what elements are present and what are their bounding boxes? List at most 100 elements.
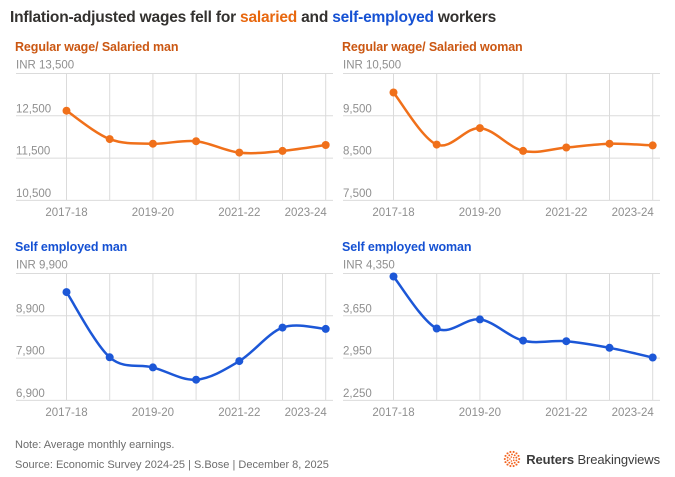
y-tick-label: 12,500 bbox=[16, 103, 51, 115]
source-text: Source: Economic Survey 2024-25 | S.Bose… bbox=[15, 459, 329, 471]
y-tick-label: 7,900 bbox=[16, 346, 45, 358]
logo-dot bbox=[508, 454, 511, 457]
data-point-marker bbox=[475, 315, 484, 324]
logo-dot bbox=[517, 461, 520, 464]
data-point-marker bbox=[321, 324, 330, 333]
data-point-marker bbox=[148, 139, 157, 148]
logo-suffix: Breakingviews bbox=[577, 451, 660, 467]
charts-grid: Regular wage/ Salaried man INR 13,500 12,… bbox=[0, 40, 675, 425]
y-tick-label: 7,500 bbox=[343, 188, 372, 200]
data-point-marker bbox=[278, 323, 287, 332]
data-point-marker bbox=[235, 357, 244, 366]
data-point-marker bbox=[605, 343, 614, 352]
logo-dot bbox=[515, 459, 518, 462]
x-tick-label: 2021-22 bbox=[218, 407, 260, 419]
x-tick-label: 2017-18 bbox=[45, 207, 87, 219]
data-point-marker bbox=[235, 148, 244, 157]
note-text: Note: Average monthly earnings. bbox=[15, 439, 175, 451]
data-point-marker bbox=[105, 353, 114, 362]
logo-dot bbox=[512, 450, 515, 454]
x-tick-label: 2017-18 bbox=[45, 407, 87, 419]
logo-dot bbox=[511, 462, 514, 465]
chart-title-self-employed-woman: Self employed woman bbox=[342, 240, 472, 254]
data-point-marker bbox=[148, 363, 157, 372]
y-tick-label: 2,950 bbox=[343, 346, 372, 358]
axis-unit-label: INR 13,500 bbox=[16, 60, 74, 72]
data-point-marker bbox=[562, 143, 571, 152]
x-tick-label: 2017-18 bbox=[372, 407, 414, 419]
data-point-marker bbox=[648, 353, 657, 362]
axis-unit-label: INR 9,900 bbox=[16, 260, 68, 272]
logo-dot bbox=[504, 457, 507, 461]
salaried-man-line-chart: INR 13,500 12,500 11,500 10,500 2017-18 2019-… bbox=[16, 60, 333, 219]
logo-dot bbox=[512, 464, 515, 468]
chart-self-employed-man: Self employed man INR 9,900 8,900 7,900 6,9… bbox=[15, 240, 335, 425]
x-tick-label: 2021-22 bbox=[218, 207, 260, 219]
axis-unit-label: INR 4,350 bbox=[343, 260, 395, 272]
logo-dot bbox=[509, 458, 511, 460]
x-tick-label: 2019-20 bbox=[459, 407, 501, 419]
logo-dot bbox=[511, 453, 514, 456]
logo-text: Reuters Breakingviews bbox=[526, 452, 660, 467]
axis-unit-label: INR 10,500 bbox=[343, 60, 401, 72]
title-middle: and bbox=[297, 9, 333, 26]
x-tick-label: 2017-18 bbox=[372, 207, 414, 219]
y-tick-label: 10,500 bbox=[16, 188, 51, 200]
x-tick-label: 2023-24 bbox=[612, 407, 655, 419]
data-point-marker bbox=[105, 135, 114, 144]
chart-self-employed-woman: Self employed woman INR 4,350 3,650 2,950 2… bbox=[342, 240, 662, 425]
data-point-marker bbox=[62, 288, 71, 297]
x-tick-label: 2023-24 bbox=[285, 207, 328, 219]
x-tick-label: 2023-24 bbox=[285, 407, 328, 419]
logo-dot bbox=[513, 456, 515, 459]
y-tick-label: 2,250 bbox=[343, 388, 372, 400]
y-tick-label: 9,500 bbox=[343, 103, 372, 115]
x-tick-label: 2019-20 bbox=[132, 207, 174, 219]
logo-dot bbox=[506, 463, 509, 466]
data-point-marker bbox=[192, 375, 201, 384]
logo-dot bbox=[515, 456, 518, 459]
data-point-marker bbox=[389, 88, 398, 97]
data-point-marker bbox=[389, 272, 398, 281]
data-point-marker bbox=[648, 141, 657, 150]
footer: Note: Average monthly earnings. Source: … bbox=[0, 440, 675, 471]
logo-dot bbox=[510, 460, 513, 462]
logo-dot bbox=[518, 457, 521, 461]
logo-dot bbox=[513, 459, 515, 461]
x-tick-label: 2021-22 bbox=[545, 407, 587, 419]
title-highlight-self-employed: self-employed bbox=[332, 9, 434, 26]
page-title: Inflation-adjusted wages fell for salari… bbox=[0, 0, 675, 27]
data-point-marker bbox=[562, 337, 571, 346]
chart-title-salaried-woman: Regular wage/ Salaried woman bbox=[342, 40, 523, 54]
y-tick-label: 8,900 bbox=[16, 303, 45, 315]
x-tick-label: 2019-20 bbox=[459, 207, 501, 219]
x-tick-label: 2023-24 bbox=[612, 207, 655, 219]
footer-notes: Note: Average monthly earnings. Source: … bbox=[15, 440, 329, 471]
logo-dot bbox=[515, 452, 518, 455]
data-point-marker bbox=[519, 336, 528, 345]
data-point-marker bbox=[519, 146, 528, 155]
logo-dot bbox=[514, 461, 516, 464]
logo-dot bbox=[506, 452, 509, 455]
title-prefix: Inflation-adjusted wages fell for bbox=[10, 9, 241, 26]
data-point-marker bbox=[192, 137, 201, 146]
logo-dot bbox=[508, 461, 511, 464]
logo-brand: Reuters bbox=[526, 451, 574, 467]
title-suffix: workers bbox=[433, 9, 496, 26]
data-point-marker bbox=[432, 140, 441, 149]
chart-title-salaried-man: Regular wage/ Salaried man bbox=[15, 40, 179, 54]
y-tick-label: 8,500 bbox=[343, 146, 372, 158]
data-point-marker bbox=[321, 141, 330, 149]
reuters-dotted-sphere-icon bbox=[504, 450, 521, 468]
x-tick-label: 2021-22 bbox=[545, 207, 587, 219]
y-tick-label: 3,650 bbox=[343, 303, 372, 315]
chart-salaried-man: Regular wage/ Salaried man INR 13,500 12,… bbox=[15, 40, 335, 225]
y-tick-label: 11,500 bbox=[16, 146, 50, 158]
x-tick-label: 2019-20 bbox=[132, 407, 174, 419]
data-point-marker bbox=[278, 146, 287, 155]
logo-dot bbox=[506, 456, 509, 459]
logo-dot bbox=[515, 463, 518, 466]
